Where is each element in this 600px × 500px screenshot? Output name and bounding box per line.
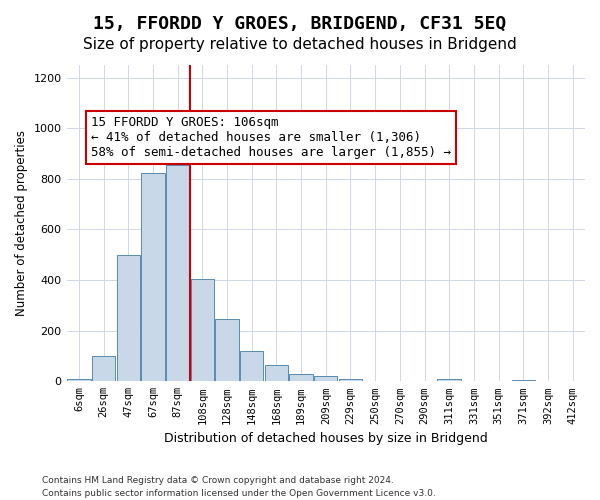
Bar	[92, 356, 115, 382]
Bar	[166, 165, 190, 382]
Bar	[67, 380, 91, 382]
Bar	[437, 379, 461, 382]
Y-axis label: Number of detached properties: Number of detached properties	[15, 130, 28, 316]
Bar	[191, 279, 214, 382]
Text: 15, FFORDD Y GROES, BRIDGEND, CF31 5EQ: 15, FFORDD Y GROES, BRIDGEND, CF31 5EQ	[94, 15, 506, 33]
Text: 15 FFORDD Y GROES: 106sqm
← 41% of detached houses are smaller (1,306)
58% of se: 15 FFORDD Y GROES: 106sqm ← 41% of detac…	[91, 116, 451, 158]
Text: Contains public sector information licensed under the Open Government Licence v3: Contains public sector information licen…	[42, 488, 436, 498]
Bar	[512, 380, 535, 382]
Bar	[141, 172, 164, 382]
Text: Size of property relative to detached houses in Bridgend: Size of property relative to detached ho…	[83, 38, 517, 52]
Bar	[314, 376, 337, 382]
Bar	[265, 365, 288, 382]
Bar	[215, 318, 239, 382]
Bar	[289, 374, 313, 382]
Text: Contains HM Land Registry data © Crown copyright and database right 2024.: Contains HM Land Registry data © Crown c…	[42, 476, 394, 485]
Bar	[339, 379, 362, 382]
X-axis label: Distribution of detached houses by size in Bridgend: Distribution of detached houses by size …	[164, 432, 488, 445]
Bar	[116, 255, 140, 382]
Bar	[240, 351, 263, 382]
